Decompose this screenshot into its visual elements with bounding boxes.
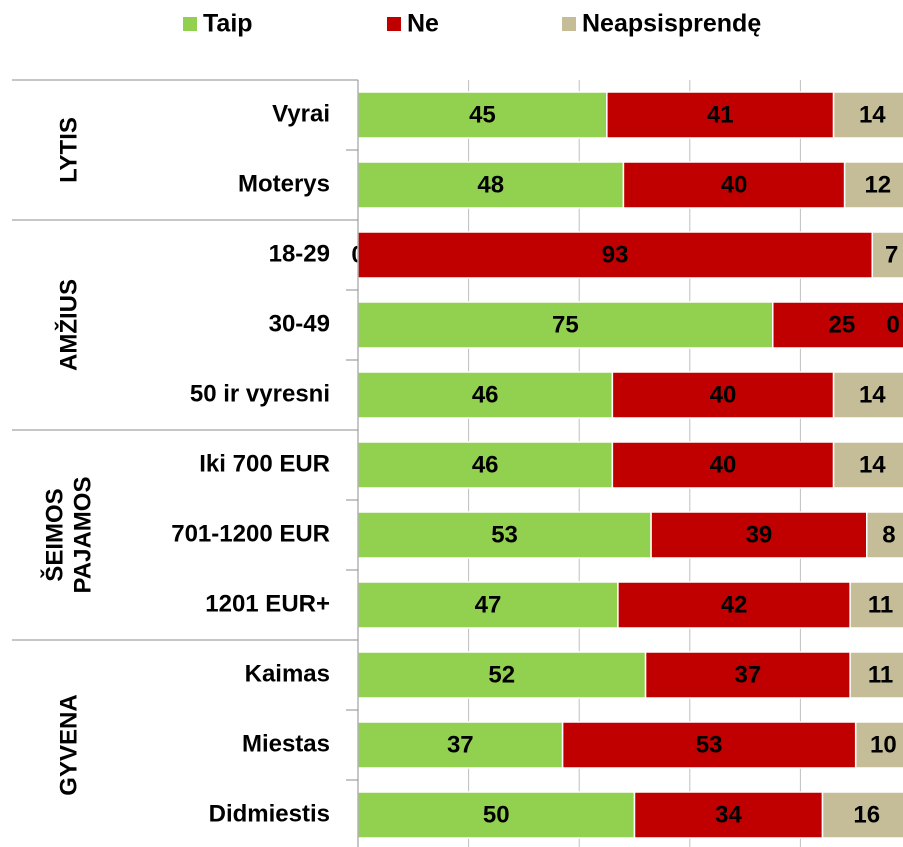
bar-segment [357,791,636,839]
y-tick-label: 701-1200 EUR [171,520,330,547]
data-label: 34 [715,801,742,828]
data-label: 39 [746,521,773,548]
data-label: 8 [882,521,895,548]
data-label: 45 [469,101,496,128]
legend-label: Neapsisprendę [582,10,761,38]
bar-segment [849,651,903,699]
data-label: 37 [447,731,474,758]
data-label: 46 [472,381,499,408]
data-label: 14 [859,451,886,478]
data-label: 50 [483,801,510,828]
bar-segment [849,581,903,629]
data-label: 16 [853,801,880,828]
data-label: 10 [870,731,897,758]
data-label: 41 [707,101,734,128]
bar-segment [772,301,903,349]
bar-segment [561,721,857,769]
group-label: GYVENA [55,694,82,795]
bar-segment [843,161,903,209]
data-label: 0 [886,311,899,338]
data-label: 42 [721,591,748,618]
y-tick-label: Iki 700 EUR [199,450,330,477]
bar-segment [871,231,903,279]
group-label: ŠEIMOS [40,488,68,581]
y-tick-label: Miestas [242,730,330,757]
y-tick-label: Kaimas [245,660,330,687]
bar-segment [357,231,874,279]
y-tick-label: 1201 EUR+ [205,590,330,617]
data-label: 40 [721,171,748,198]
data-label: 46 [472,451,499,478]
legend-swatch [562,17,576,31]
data-label: 47 [475,591,502,618]
y-tick-label: Didmiestis [209,800,330,827]
bar-segment [357,371,614,419]
y-tick-label: Moterys [238,170,330,197]
bar-segment [617,581,851,629]
bar-segment [357,91,608,139]
data-label: 11 [868,661,893,688]
data-label: 93 [602,241,629,268]
plot: Taip Ne Neapsisprendę Vyrai 45 41 14 Moterys 48 4… [12,10,903,847]
legend-label: Taip [203,10,253,38]
data-label: 40 [710,451,737,478]
legend-swatch [183,17,197,31]
y-tick-label: 18-29 [269,240,330,267]
data-label: 25 [829,311,856,338]
bar-segment [854,721,903,769]
bar-segment [644,651,851,699]
data-label: 53 [491,521,518,548]
bar-segment [611,371,835,419]
data-label: 7 [885,241,898,268]
y-tick-label: 30-49 [269,310,330,337]
bar-segment [832,91,903,139]
bar-segment [611,441,835,489]
legend-swatch [387,17,401,31]
y-tick-label: 50 ir vyresni [190,380,330,407]
data-label: 52 [488,661,515,688]
group-label: LYTIS [55,117,82,183]
group-label: AMŽIUS [54,279,82,371]
data-label: 48 [477,171,504,198]
legend-label: Ne [407,10,439,38]
data-label: 40 [710,381,737,408]
bar-segment [832,371,903,419]
data-label: 37 [735,661,762,688]
data-label: 75 [552,311,579,338]
bar-segment [832,441,903,489]
data-label: 14 [859,101,886,128]
bar-segment [622,161,846,209]
data-label: 53 [696,731,723,758]
data-label: 12 [864,171,891,198]
bar-segment [357,301,774,349]
bar-segment [357,441,614,489]
bar-segment [866,511,903,559]
group-label: PAJAMOS [69,477,96,594]
data-label: 11 [868,591,893,618]
bar-segment [357,721,564,769]
data-label: 14 [859,381,886,408]
y-tick-label: Vyrai [272,100,330,127]
bar-segment [821,791,903,839]
